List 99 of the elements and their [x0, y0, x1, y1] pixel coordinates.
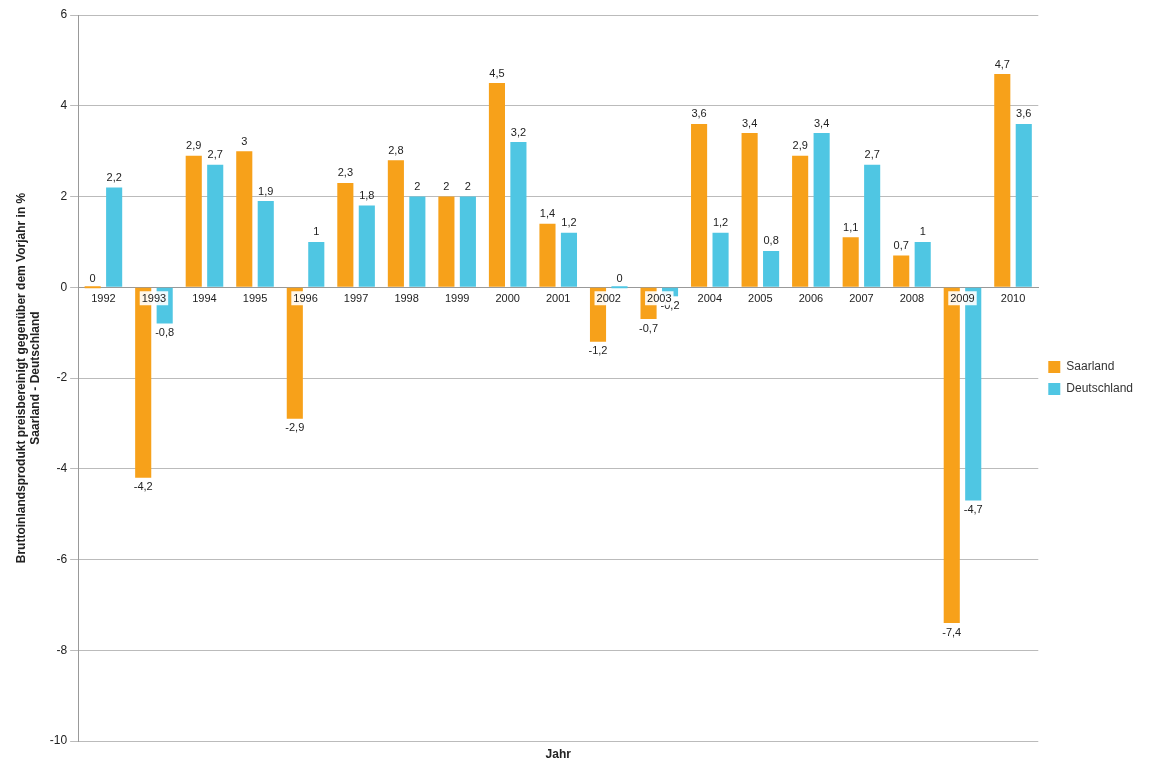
data-label: 0,7 [893, 239, 909, 252]
y-tick-label: 6 [60, 7, 68, 22]
y-tick-label: -10 [49, 733, 68, 748]
x-tick-label: 2004 [697, 291, 723, 304]
bar [864, 164, 881, 287]
data-label: 2 [443, 180, 450, 193]
bar [813, 132, 830, 287]
data-label: 3,6 [1016, 107, 1032, 120]
data-label: 2 [464, 180, 471, 193]
data-label: -2,9 [285, 421, 305, 434]
x-axis-title: Jahr [545, 747, 572, 762]
y-tick-label: -6 [56, 551, 68, 566]
bar [560, 232, 578, 287]
data-label: 0 [89, 271, 96, 284]
data-label: 3,4 [813, 116, 830, 129]
x-tick-label: 2007 [849, 291, 874, 304]
bar [539, 223, 556, 287]
legend-label: Deutschland [1066, 381, 1134, 396]
x-tick-label: 2000 [495, 291, 520, 304]
data-label: -4,7 [963, 503, 983, 516]
bar [792, 155, 809, 287]
data-label: 2,8 [388, 143, 404, 156]
bar [741, 132, 758, 287]
data-label: -0,8 [155, 326, 175, 339]
data-label: 4,5 [489, 66, 505, 79]
bar [611, 286, 628, 289]
bar [691, 123, 708, 287]
x-tick-label: 2003 [647, 291, 672, 304]
bar [893, 255, 910, 287]
data-label: 2,9 [186, 139, 202, 152]
x-tick-label: 2006 [798, 291, 824, 304]
data-label: 1,4 [539, 207, 556, 220]
bar [488, 83, 505, 287]
data-label: 1,9 [258, 184, 274, 197]
bar [438, 196, 455, 287]
data-label: -7,4 [942, 625, 962, 638]
data-label: 1,2 [561, 216, 577, 229]
bar [842, 237, 859, 287]
x-tick-label: 2010 [1000, 291, 1026, 304]
x-tick-label: 1996 [293, 291, 318, 304]
data-label: 1,8 [359, 189, 375, 202]
x-tick-label: 1994 [192, 291, 217, 304]
data-label: 1 [313, 225, 320, 238]
data-label: 3,6 [691, 107, 707, 120]
y-tick-label: -8 [56, 642, 68, 657]
x-tick-label: 1997 [343, 291, 369, 304]
bar [106, 187, 123, 287]
x-tick-label: 2005 [748, 291, 773, 304]
x-tick-label: 2001 [545, 291, 571, 304]
bar [914, 241, 931, 287]
data-label: 2,2 [106, 170, 122, 183]
x-tick-label: 1999 [444, 291, 470, 304]
data-label: -1,2 [588, 344, 608, 357]
data-label: 2,9 [792, 139, 808, 152]
bar [185, 155, 202, 287]
data-label: 1,1 [843, 220, 859, 233]
data-label: 3,2 [510, 125, 527, 138]
bar [763, 250, 780, 287]
y-tick-label: 0 [60, 279, 68, 294]
bar [459, 196, 476, 287]
x-tick-label: 1992 [91, 291, 116, 304]
bar [84, 286, 101, 289]
x-tick-label: 1998 [394, 291, 419, 304]
y-tick-label: -2 [56, 370, 68, 385]
x-tick-label: 2002 [596, 291, 621, 304]
data-label: 3,4 [741, 116, 758, 129]
y-tick-label: 4 [60, 98, 68, 113]
bar [712, 232, 729, 287]
x-tick-label: 1993 [141, 291, 167, 304]
bar [510, 142, 527, 287]
bar [337, 182, 354, 287]
legend-label: Saarland [1066, 359, 1115, 374]
y-tick-label: 2 [60, 188, 68, 203]
data-label: 3 [241, 134, 248, 147]
bar [387, 160, 404, 287]
x-tick-label: 2008 [899, 291, 925, 304]
data-label: 0,8 [763, 234, 779, 247]
data-label: -4,2 [133, 480, 153, 493]
x-tick-label: 2009 [950, 291, 975, 304]
data-label: 1,2 [712, 216, 729, 229]
y-tick-label: -4 [56, 461, 68, 476]
bar [1015, 123, 1032, 287]
x-tick-label: 1995 [242, 291, 268, 304]
bar [994, 73, 1011, 287]
data-label: -0,7 [639, 321, 659, 334]
bar [257, 201, 274, 287]
data-label: 2 [414, 180, 421, 193]
bar [236, 151, 253, 287]
data-label: 1 [919, 225, 926, 238]
data-label: 4,7 [994, 57, 1010, 70]
bar [358, 205, 375, 287]
data-label: 2,3 [337, 166, 353, 179]
bar [409, 196, 426, 287]
bar [308, 241, 325, 287]
data-label: 2,7 [207, 148, 223, 161]
y-axis-title: Bruttoinlandsprodukt preisbereinigt gegenüber dem Vorjahr in % Saarland - Deutschland [13, 192, 42, 564]
data-label: 2,7 [864, 148, 880, 161]
bar [207, 164, 224, 287]
data-label: 0 [616, 271, 623, 284]
